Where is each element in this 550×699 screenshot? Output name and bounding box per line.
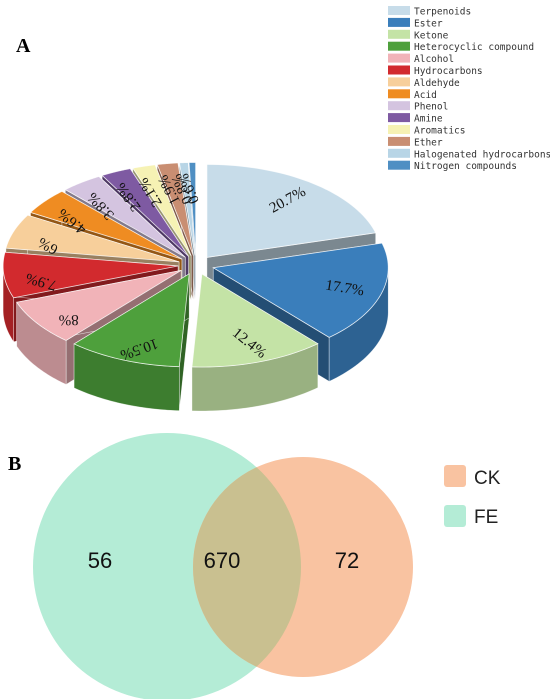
pie-legend-item-heterocyclic-compound: Heterocyclic compound bbox=[388, 41, 534, 53]
pie-slice-top-alcohol bbox=[16, 270, 182, 341]
pie-data-label-alcohol: 8% bbox=[59, 311, 79, 327]
pie-legend-label-alcohol: Alcohol bbox=[414, 54, 454, 65]
pie-legend-item-acid: Acid bbox=[388, 89, 437, 101]
pie-legend-swatch-terpenoids bbox=[388, 6, 410, 15]
pie-legend-item-hydrocarbons: Hydrocarbons bbox=[388, 65, 483, 77]
pie-slice-top-ketone bbox=[191, 273, 319, 368]
pie-legend-item-amine: Amine bbox=[388, 113, 443, 125]
pie-slice-top-halogenated-hydrocarbons bbox=[178, 162, 196, 256]
pie-slice-top-hydrocarbons bbox=[2, 251, 179, 299]
pie-legend-label-hydrocarbons: Hydrocarbons bbox=[414, 66, 483, 77]
venn-intersection-count: 670 bbox=[204, 548, 241, 573]
venn-diagram: 56 670 72 bbox=[33, 433, 413, 699]
pie-legend-label-acid: Acid bbox=[414, 90, 437, 101]
pie-legend-swatch-acid bbox=[388, 89, 410, 99]
pie-slice-top-ester bbox=[212, 242, 389, 338]
pie-legend-item-aromatics: Aromatics bbox=[388, 125, 465, 137]
pie-slice-top-phenol bbox=[64, 175, 186, 258]
pie-legend-swatch-ketone bbox=[388, 29, 410, 39]
pie-legend-swatch-heterocyclic-compound bbox=[388, 41, 410, 51]
pie-data-label-ester: 17.7% bbox=[324, 278, 365, 300]
pie-legend-label-aldehyde: Aldehyde bbox=[414, 78, 460, 89]
pie-legend-swatch-ester bbox=[388, 17, 410, 27]
pie-legend-swatch-hydrocarbons bbox=[388, 65, 410, 75]
venn-ck-only-count: 72 bbox=[335, 548, 359, 573]
pie-slice-top-nitrogen-compounds bbox=[188, 162, 197, 256]
panel-a-label: A bbox=[16, 35, 31, 57]
pie-legend-label-ketone: Ketone bbox=[414, 30, 449, 41]
pie-legend-item-aldehyde: Aldehyde bbox=[388, 77, 460, 89]
pie-legend-swatch-ether bbox=[388, 136, 410, 146]
pie-legend-item-ether: Ether bbox=[388, 136, 443, 148]
pie-legend-swatch-aromatics bbox=[388, 125, 410, 134]
pie-legend-label-ester: Ester bbox=[414, 18, 443, 29]
venn-legend-ck-label: CK bbox=[474, 468, 501, 489]
venn-legend-ck-swatch bbox=[444, 465, 466, 487]
panel-b-label: B bbox=[8, 453, 21, 475]
pie-slice-top-ether bbox=[156, 162, 194, 256]
pie-legend-swatch-nitrogen-compounds bbox=[388, 160, 410, 170]
pie-legend-item-alcohol: Alcohol bbox=[388, 53, 454, 65]
pie-legend-label-nitrogen-compounds: Nitrogen compounds bbox=[414, 161, 517, 172]
venn-overlap-region bbox=[193, 467, 301, 667]
pie-slice-top-acid bbox=[29, 190, 183, 260]
pie-legend-label-amine: Amine bbox=[414, 114, 443, 125]
pie-legend-item-halogenated-hydrocarbons: Halogenated hydrocarbons bbox=[388, 148, 550, 160]
pie-legend-item-nitrogen-compounds: Nitrogen compounds bbox=[388, 160, 517, 172]
pie-data-label-hydrocarbons: 7.9% bbox=[24, 269, 58, 292]
pie-slice-top-aromatics bbox=[132, 164, 192, 257]
pie-legend-swatch-amine bbox=[388, 113, 410, 123]
pie-legend-label-terpenoids: Terpenoids bbox=[414, 7, 471, 18]
pie-legend-swatch-halogenated-hydrocarbons bbox=[388, 148, 410, 158]
pie-legend-swatch-phenol bbox=[388, 101, 410, 111]
pie-legend-swatch-alcohol bbox=[388, 53, 410, 63]
pie-legend-item-ester: Ester bbox=[388, 17, 443, 29]
pie-slice-ketone bbox=[191, 273, 319, 412]
pie-legend-label-ether: Ether bbox=[414, 137, 443, 148]
pie-legend-label-heterocyclic-compound: Heterocyclic compound bbox=[414, 42, 534, 53]
venn-legend: CK FE bbox=[444, 465, 501, 528]
pie-slice-top-aldehyde bbox=[5, 214, 180, 263]
pie-chart: 20.7%17.7%12.4%10.5%8%7.9%6%4.6%3.8%2.8%… bbox=[2, 162, 389, 412]
venn-fe-only-count: 56 bbox=[88, 548, 112, 573]
pie-slice-heterocyclic-compound bbox=[73, 273, 190, 411]
pie-legend-item-terpenoids: Terpenoids bbox=[388, 6, 471, 18]
venn-legend-fe-swatch bbox=[444, 505, 466, 527]
venn-legend-fe-label: FE bbox=[474, 507, 498, 528]
pie-slice-top-amine bbox=[101, 168, 189, 257]
pie-legend-item-phenol: Phenol bbox=[388, 101, 448, 113]
pie-legend-item-ketone: Ketone bbox=[388, 29, 449, 41]
pie-slice-top-heterocyclic-compound bbox=[73, 273, 190, 368]
pie-slice-top-terpenoids bbox=[206, 164, 377, 258]
pie-legend-label-phenol: Phenol bbox=[414, 102, 448, 113]
pie-legend-label-aromatics: Aromatics bbox=[414, 126, 465, 137]
pie-legend-swatch-aldehyde bbox=[388, 77, 410, 87]
pie-legend-label-halogenated-hydrocarbons: Halogenated hydrocarbons bbox=[414, 149, 550, 160]
